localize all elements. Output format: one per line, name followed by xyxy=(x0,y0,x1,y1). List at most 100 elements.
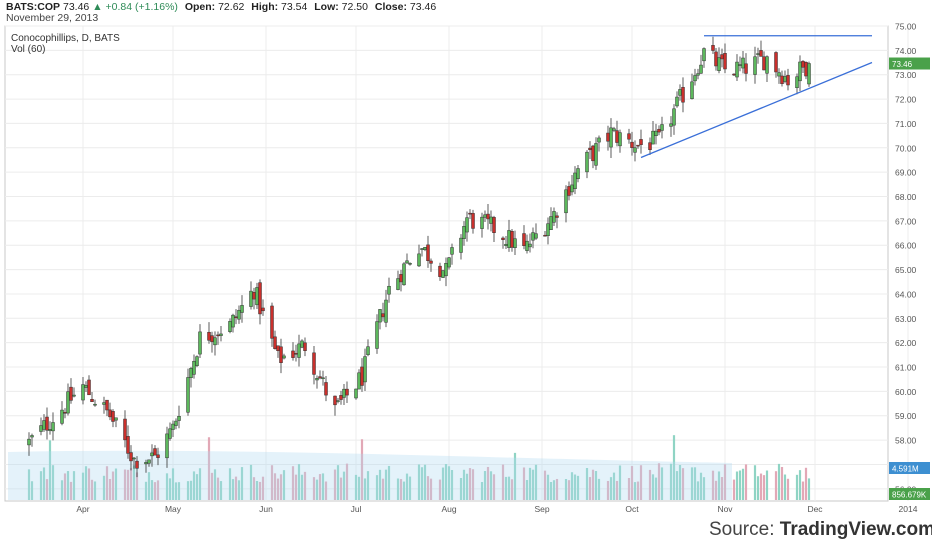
volume-bar xyxy=(108,478,112,500)
down-candle xyxy=(135,460,139,469)
up-candle xyxy=(354,388,358,399)
volume-bar xyxy=(303,471,307,500)
up-candle xyxy=(594,143,598,166)
volume-bar xyxy=(252,477,256,500)
down-candle xyxy=(123,418,127,441)
volume-bar xyxy=(135,472,139,500)
up-candle xyxy=(798,61,802,82)
up-candle xyxy=(660,124,664,131)
volume-bar xyxy=(522,467,526,500)
volume-bar xyxy=(462,469,466,500)
volume-bar xyxy=(648,469,652,500)
volume-bar xyxy=(51,465,55,500)
down-candle xyxy=(216,334,220,337)
volume-bar xyxy=(216,477,220,500)
down-candle xyxy=(627,133,631,140)
volume-bar xyxy=(366,471,370,500)
symbol-header: BATS:COP 73.46 ▲ +0.84 (+1.16%) Open: 72… xyxy=(6,1,436,13)
volume-bar xyxy=(126,469,130,500)
volume-bar xyxy=(195,474,199,500)
volume-tag: 856.679K xyxy=(892,491,927,500)
up-candle xyxy=(60,409,64,424)
volume-bar xyxy=(654,477,658,500)
volume-bar xyxy=(87,468,91,500)
volume-bar xyxy=(213,469,217,500)
volume-ma-tag: 4.591M xyxy=(892,465,919,474)
volume-bar xyxy=(210,472,214,500)
down-candle xyxy=(261,307,265,312)
volume-bar xyxy=(219,481,223,500)
volume-bar xyxy=(198,468,202,500)
down-candle xyxy=(615,130,619,143)
volume-bar xyxy=(144,481,148,500)
volume-bar xyxy=(111,471,115,500)
up-candle xyxy=(213,337,217,346)
up-candle xyxy=(336,400,340,402)
volume-bar xyxy=(615,480,619,500)
down-candle xyxy=(801,60,805,68)
up-candle xyxy=(618,132,622,147)
volume-bar xyxy=(360,439,364,500)
volume-bar xyxy=(279,474,283,500)
up-candle xyxy=(387,285,391,295)
volume-bar xyxy=(105,466,109,500)
volume-bar xyxy=(738,470,742,500)
down-candle xyxy=(429,260,433,264)
volume-bar xyxy=(693,467,697,500)
volume-bar xyxy=(681,468,685,500)
volume-bar xyxy=(189,480,193,500)
down-candle xyxy=(657,128,661,133)
down-candle xyxy=(438,265,442,277)
volume-bar xyxy=(312,477,316,500)
volume-bar xyxy=(567,480,571,500)
volume-bar xyxy=(513,452,517,500)
down-candle xyxy=(303,342,307,351)
down-candle xyxy=(501,237,505,240)
down-candle xyxy=(648,142,652,150)
x-axis: Apr May Jun Jul Aug Sep Oct Nov Dec 2014 xyxy=(76,504,917,514)
up-candle xyxy=(546,223,550,236)
volume-bar xyxy=(546,474,550,500)
y-tick-label: 69.00 xyxy=(895,168,917,178)
volume-bar xyxy=(60,480,64,500)
volume-bar xyxy=(273,473,277,500)
up-candle xyxy=(564,189,568,214)
down-candle xyxy=(723,52,727,70)
volume-bar xyxy=(318,474,322,500)
up-candle xyxy=(765,56,769,74)
volume-bar xyxy=(504,476,508,500)
volume-bar xyxy=(714,480,718,500)
volume-bar xyxy=(342,471,346,500)
down-candle xyxy=(714,51,718,67)
up-candle xyxy=(552,211,556,223)
up-candle xyxy=(690,81,694,100)
up-candle xyxy=(570,184,574,193)
volume-bar xyxy=(627,478,631,500)
up-candle xyxy=(93,403,97,406)
volume-bar xyxy=(732,479,736,500)
y-tick-label: 75.00 xyxy=(895,22,917,32)
up-candle xyxy=(483,214,487,218)
down-candle xyxy=(333,395,337,406)
volume-bars xyxy=(8,435,811,500)
down-candle xyxy=(126,436,130,454)
x-tick-label: Nov xyxy=(717,504,733,514)
x-tick-label: Jul xyxy=(351,504,362,514)
volume-bar xyxy=(675,471,679,500)
up-candle xyxy=(489,216,493,224)
last-price-tag-bg xyxy=(889,57,930,70)
up-candle xyxy=(219,333,223,336)
up-candle xyxy=(231,314,235,328)
up-candle xyxy=(693,75,697,82)
volume-bar xyxy=(324,481,328,500)
volume-bar xyxy=(420,467,424,500)
volume-bar xyxy=(258,481,262,500)
volume-bar xyxy=(804,467,808,500)
volume-bar xyxy=(72,471,76,500)
down-candle xyxy=(786,75,790,86)
y-tick-label: 65.00 xyxy=(895,265,917,275)
up-candle xyxy=(696,73,700,76)
up-candle xyxy=(672,108,676,126)
volume-bar xyxy=(375,475,379,500)
